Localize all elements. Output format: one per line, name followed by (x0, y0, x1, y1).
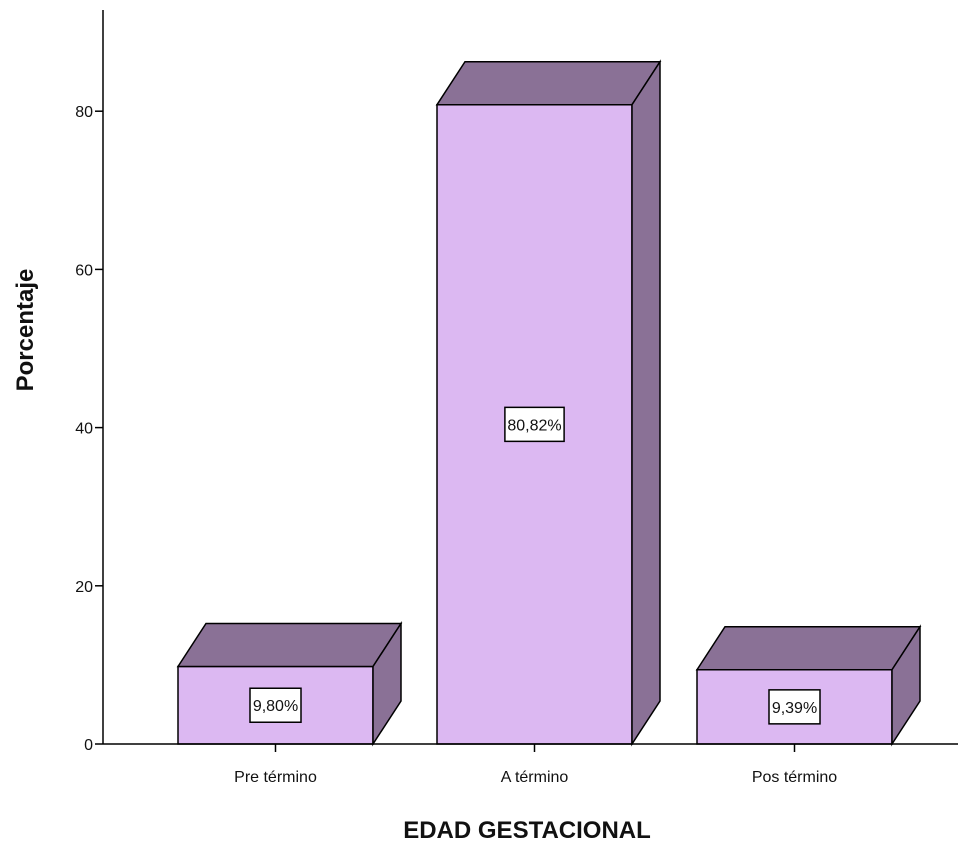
bar: 80,82% (435, 59, 662, 747)
bar-top-face (435, 60, 662, 106)
y-axis: 0 20 40 60 80 (75, 10, 104, 754)
bar: 9,39% (695, 624, 922, 747)
y-tick-label: 0 (84, 737, 93, 754)
data-label: 80,82% (507, 417, 561, 434)
data-label-box (249, 687, 302, 723)
bar-top-face (176, 622, 403, 668)
bar-top-face (695, 625, 922, 671)
y-axis-title: Porcentaje (12, 269, 39, 392)
data-label-box (768, 689, 821, 725)
data-label: 9,80% (253, 698, 298, 715)
bar-side-face (631, 59, 661, 747)
bar: 9,80% (176, 620, 403, 747)
x-axis: Pre término A término Pos término (103, 743, 958, 786)
x-tick-label: Pre término (234, 769, 317, 786)
y-tick-label: 40 (75, 421, 93, 438)
data-label: 9,39% (772, 700, 817, 717)
x-tick-label: Pos término (752, 769, 837, 786)
y-tick-label: 20 (75, 579, 93, 596)
data-label-box (504, 406, 565, 443)
y-tick-label: 60 (75, 262, 93, 279)
y-tick-label: 80 (75, 104, 93, 121)
bar-side-face (372, 620, 402, 747)
x-tick-label: A término (501, 769, 569, 786)
bar-side-face (891, 624, 921, 747)
x-axis-title: EDAD GESTACIONAL (403, 817, 651, 844)
bars: 9,80% 80,82% 9,39% (176, 59, 922, 747)
